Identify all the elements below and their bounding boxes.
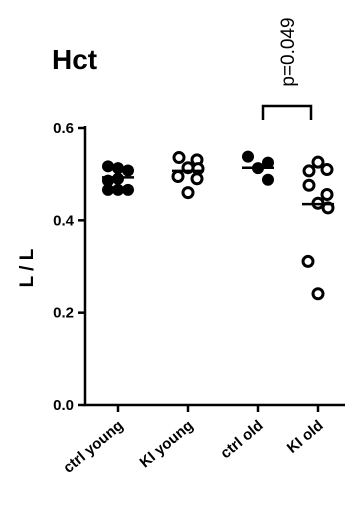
data-point [102, 183, 114, 196]
data-points [102, 150, 335, 301]
y-tick-label: 0.6 [53, 120, 74, 137]
median-lines [102, 166, 334, 206]
data-point [320, 163, 334, 177]
p-value-annotation: p=0.049 [278, 17, 299, 86]
x-tick-label: KI young [136, 417, 196, 471]
chart-title: Hct [52, 44, 97, 75]
data-point [242, 150, 254, 163]
data-point [301, 254, 315, 268]
x-tick-label: ctrl old [217, 417, 266, 462]
data-point [102, 160, 114, 173]
x-tick-label: KI old [284, 417, 327, 457]
x-axis-ticks: ctrl young KI young ctrl old KI old [60, 405, 327, 477]
axis-lines [83, 126, 345, 407]
y-tick-label: 0.2 [53, 305, 74, 322]
data-point [171, 169, 185, 183]
data-point [302, 164, 316, 178]
data-point [262, 173, 274, 186]
y-axis-ticks: 0.0 0.2 0.4 0.6 [53, 120, 85, 414]
data-point [172, 151, 186, 165]
data-point [122, 164, 134, 177]
data-point [262, 156, 274, 169]
data-point [112, 183, 124, 196]
data-point [190, 172, 204, 186]
x-tick-label: ctrl young [60, 417, 126, 477]
y-tick-label: 0.4 [53, 212, 75, 229]
data-point [112, 172, 124, 185]
significance-bracket [261, 104, 313, 120]
data-point [311, 155, 325, 169]
y-tick-label: 0.0 [53, 397, 74, 414]
data-point [320, 187, 334, 201]
data-point [181, 186, 195, 200]
data-point [311, 287, 325, 301]
y-axis-label: L / L [17, 248, 38, 287]
data-point [302, 178, 316, 192]
data-point [122, 183, 134, 196]
data-point [112, 162, 124, 175]
